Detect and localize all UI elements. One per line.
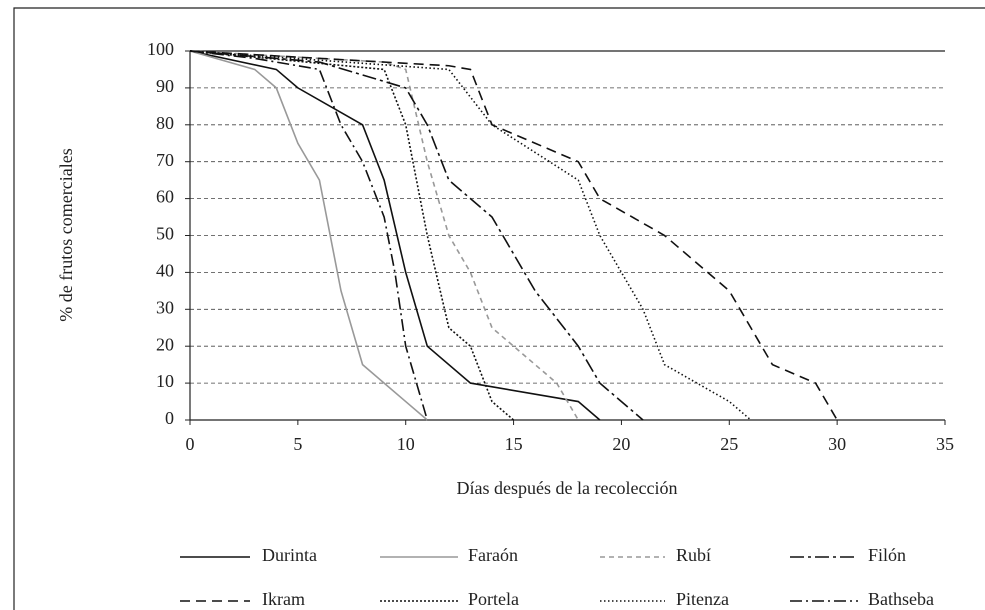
y-tick-label: 0 <box>165 408 174 428</box>
y-axis-label: % de frutos comerciales <box>56 148 76 321</box>
legend-label: Bathseba <box>868 589 934 609</box>
series-line <box>189 50 838 421</box>
x-tick-label: 20 <box>612 434 630 454</box>
series-line <box>189 50 429 421</box>
series-line <box>189 50 601 421</box>
y-tick-label: 90 <box>156 76 174 96</box>
plot-frame <box>189 50 945 421</box>
legend-label: Durinta <box>262 545 317 565</box>
x-tick-label: 0 <box>186 434 195 454</box>
legend-label: Portela <box>468 589 519 609</box>
legend-label: Filón <box>868 545 906 565</box>
x-tick-label: 5 <box>293 434 302 454</box>
y-tick-label: 80 <box>156 113 174 133</box>
x-tick-label: 25 <box>720 434 738 454</box>
y-tick-label: 20 <box>156 334 174 354</box>
y-tick-label: 30 <box>156 297 174 317</box>
y-tick-label: 100 <box>147 39 174 59</box>
y-tick-label: 40 <box>156 261 174 281</box>
legend-label: Faraón <box>468 545 518 565</box>
y-tick-label: 70 <box>156 150 174 170</box>
x-tick-label: 10 <box>397 434 415 454</box>
x-tick-label: 30 <box>828 434 846 454</box>
series-line <box>189 50 428 421</box>
legend-label: Pitenza <box>676 589 729 609</box>
x-axis-label: Días después de la recolección <box>457 478 678 498</box>
y-tick-label: 50 <box>156 224 174 244</box>
page-border <box>13 7 985 610</box>
x-tick-label: 35 <box>936 434 954 454</box>
y-tick-label: 10 <box>156 371 174 391</box>
series-line <box>189 50 579 421</box>
series-line <box>189 50 515 421</box>
legend-label: Ikram <box>262 589 305 609</box>
series-line <box>189 50 644 421</box>
y-tick-label: 60 <box>156 187 174 207</box>
x-tick-label: 15 <box>505 434 523 454</box>
legend-label: Rubí <box>676 545 711 565</box>
